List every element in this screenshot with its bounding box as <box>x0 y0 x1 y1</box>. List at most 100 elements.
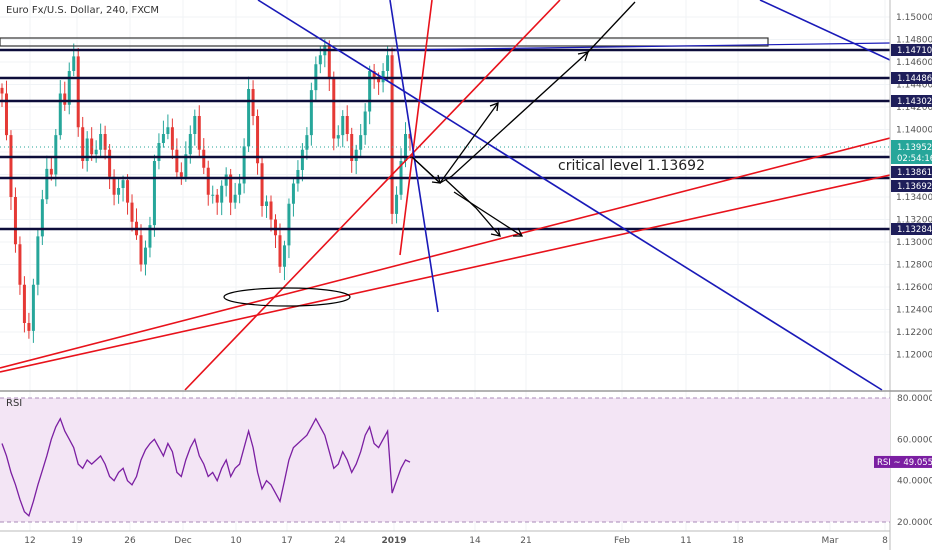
rsi-tick-label: 40.0000 <box>897 477 932 487</box>
candle-body <box>260 163 264 206</box>
candle-body <box>341 116 345 136</box>
candle-body <box>184 154 188 177</box>
countdown-text: 02:54:16 <box>897 154 932 164</box>
blue-trendline-down-long[interactable] <box>257 0 883 391</box>
rsi-band <box>0 398 890 522</box>
rectangle-drawing[interactable] <box>0 37 769 47</box>
red-trendline-vertical[interactable] <box>399 0 433 256</box>
red-trendline-lower-2[interactable] <box>0 174 891 373</box>
rsi-pane[interactable]: RSI 80.0000 60.0000 40.0000 20.0000 RSI ~ 4… <box>0 394 932 528</box>
price-tick-label: 1.14000 <box>896 126 932 136</box>
candle-body <box>354 149 358 161</box>
candle-body <box>67 71 71 105</box>
price-level-badge-text: 1.13692 <box>897 182 932 192</box>
candle-body <box>278 235 282 267</box>
candle-body <box>404 134 408 161</box>
candle-body <box>143 247 147 265</box>
candle-body <box>229 174 233 203</box>
candle-body <box>282 245 286 267</box>
candle-body <box>345 116 349 134</box>
candle-body <box>63 93 67 105</box>
time-tick-label: 17 <box>281 536 292 546</box>
price-tick-label: 1.12800 <box>896 261 932 271</box>
price-level-badge <box>891 72 932 84</box>
price-level-badge <box>891 166 932 178</box>
candle-body <box>126 180 130 203</box>
candle-body <box>152 161 156 226</box>
time-tick-label: 10 <box>230 536 242 546</box>
candle-body <box>305 135 309 150</box>
time-tick-label: 14 <box>469 536 481 546</box>
candle-body <box>197 116 201 150</box>
time-tick-label: 12 <box>24 536 35 546</box>
price-level-badge-text: 1.14302 <box>897 97 932 107</box>
candle-body <box>161 134 165 143</box>
candle-body <box>54 135 58 175</box>
time-tick-label: 11 <box>680 536 691 546</box>
time-tick-label: 18 <box>732 536 744 546</box>
candle-body <box>408 134 412 139</box>
price-tick-label: 1.13400 <box>896 193 932 203</box>
symbol-title: Euro Fx/U.S. Dollar, 240, FXCM <box>6 5 159 16</box>
current-price-text: 1.13952 <box>897 143 932 153</box>
time-tick-label: 21 <box>520 536 531 546</box>
blue-trendline-top-right[interactable] <box>759 0 891 61</box>
blue-trendline-steep[interactable] <box>389 0 439 313</box>
candle-body <box>377 77 381 83</box>
candle-body <box>238 183 242 195</box>
candle-body <box>58 93 62 136</box>
candle-body <box>332 77 336 139</box>
candle-body <box>157 143 161 161</box>
candle-body <box>363 111 367 136</box>
candle-body <box>9 135 13 197</box>
critical-level-annotation[interactable]: critical level 1.13692 <box>558 158 705 174</box>
price-tick-label: 1.12200 <box>896 328 932 338</box>
time-tick-label: 19 <box>71 536 83 546</box>
candle-body <box>27 323 31 331</box>
candle-body <box>18 244 22 285</box>
rsi-line <box>1 417 411 517</box>
candle-body <box>242 146 246 184</box>
ellipse-drawing[interactable] <box>223 287 351 307</box>
candle-body <box>90 138 94 155</box>
red-trendline-lower-1[interactable] <box>0 137 891 369</box>
candle-body <box>166 127 170 134</box>
candle-body <box>381 71 385 83</box>
candle-body <box>94 149 98 155</box>
candle-body <box>4 93 8 136</box>
current-price-badge <box>891 140 932 164</box>
rsi-tick-label: 20.0000 <box>897 518 932 528</box>
price-tick-label: 1.13200 <box>896 216 932 226</box>
candle-body <box>220 185 224 203</box>
candle-body <box>179 172 183 177</box>
candle-body <box>193 116 197 134</box>
time-tick-label: 26 <box>124 536 136 546</box>
red-trendline-steep[interactable] <box>184 0 561 391</box>
candle-body <box>395 194 399 214</box>
candle-body <box>390 55 394 214</box>
time-tick-label: Dec <box>174 536 191 546</box>
candle-body <box>256 116 260 164</box>
arrow-path-drawing[interactable] <box>411 1 636 237</box>
price-tick-label: 1.13000 <box>896 238 932 248</box>
blue-trendline-top[interactable] <box>394 42 891 51</box>
rsi-value-text: RSI ~ 49.0555 <box>877 458 932 468</box>
candle-body <box>108 149 112 177</box>
time-axis[interactable]: 12 19 26 Dec 10 17 24 2019 14 21 Feb 11 18 Mar 8 <box>0 530 890 546</box>
time-tick-label: 8 <box>882 536 888 546</box>
candle-body <box>103 134 107 150</box>
price-tick-label: 1.12400 <box>896 306 932 316</box>
price-tick-label: 1.12000 <box>896 351 932 361</box>
candle-body <box>372 71 376 78</box>
price-level-badge <box>891 180 932 192</box>
candle-body <box>31 284 35 331</box>
price-level-badge <box>891 223 932 235</box>
time-tick-label: 2019 <box>381 536 406 546</box>
candle-body <box>99 134 103 150</box>
price-pane[interactable] <box>0 0 890 390</box>
candle-body <box>291 183 295 204</box>
price-tick-label: 1.14400 <box>896 81 932 91</box>
price-tick-label: 1.14800 <box>896 36 932 46</box>
price-tick-label: 1.15000 <box>896 13 932 23</box>
